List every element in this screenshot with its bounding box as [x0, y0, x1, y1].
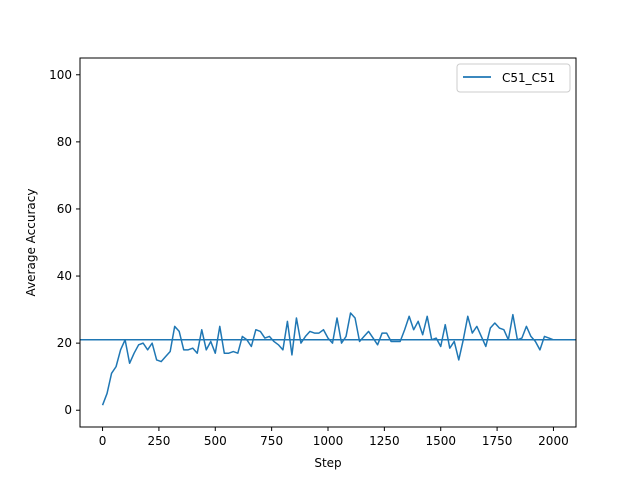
y-tick-label: 100: [49, 68, 72, 82]
legend-label: C51_C51: [502, 71, 555, 85]
y-axis-ticks: 0 20 40 60 80 100: [49, 68, 80, 417]
y-tick-label: 0: [64, 403, 72, 417]
y-tick-label: 60: [57, 202, 72, 216]
x-tick-label: 1500: [425, 434, 456, 448]
plot-layer: [80, 312, 576, 406]
x-tick-label: 750: [260, 434, 283, 448]
y-tick-label: 20: [57, 336, 72, 350]
x-tick-label: 1750: [482, 434, 513, 448]
x-tick-label: 0: [99, 434, 107, 448]
legend: C51_C51: [456, 63, 571, 93]
y-tick-label: 40: [57, 269, 72, 283]
y-axis-label: Average Accuracy: [24, 189, 38, 297]
x-axis-ticks: 0 250 500 750 1000 1250 1500 1750 2000: [99, 427, 569, 448]
x-tick-label: 1250: [369, 434, 400, 448]
series-line-C51_C51: [101, 312, 554, 406]
x-tick-label: 500: [204, 434, 227, 448]
x-tick-label: 2000: [538, 434, 569, 448]
x-tick-label: 1000: [313, 434, 344, 448]
y-tick-label: 80: [57, 135, 72, 149]
legend-box: [456, 63, 571, 93]
x-tick-label: 250: [147, 434, 170, 448]
x-axis-label: Step: [314, 456, 341, 470]
